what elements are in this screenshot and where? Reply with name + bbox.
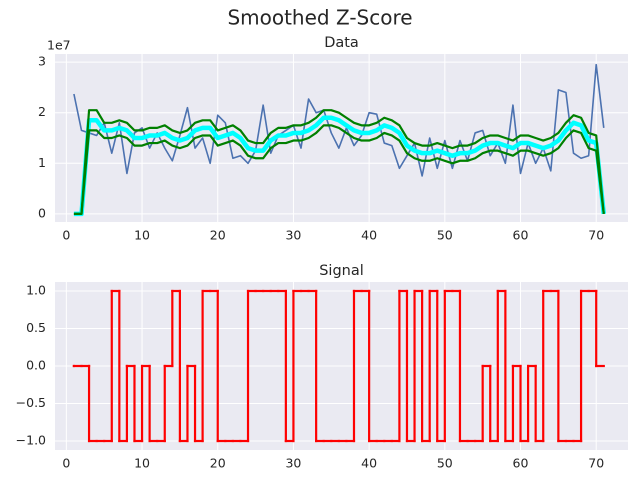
x-tick-label: 40: [361, 228, 377, 243]
x-tick-label: 20: [210, 228, 226, 243]
data-line: [73, 124, 605, 216]
y-tick-label: 0.0: [26, 358, 46, 373]
x-tick-label: 10: [134, 456, 150, 471]
x-tick-label: 50: [437, 228, 453, 243]
x-tick-label: 70: [588, 228, 604, 243]
axes-title: Data: [324, 35, 359, 51]
data-line: [73, 115, 607, 217]
y-tick-label: −0.5: [16, 395, 46, 410]
x-tick-label: 60: [513, 228, 529, 243]
x-tick-label: 20: [210, 456, 226, 471]
axes-title: Signal: [319, 263, 364, 279]
x-tick-label: 50: [437, 456, 453, 471]
y-tick-label: 1.0: [26, 283, 46, 298]
y-tick-label: 1: [38, 155, 46, 170]
x-tick-label: 30: [285, 456, 301, 471]
figure-title: Smoothed Z-Score: [227, 6, 412, 30]
data-line: [73, 109, 605, 216]
offset-label: 1e7: [47, 38, 71, 53]
y-tick-label: 0.5: [26, 320, 46, 335]
x-tick-label: 70: [588, 456, 604, 471]
y-tick-label: 3: [38, 54, 46, 69]
x-tick-label: 60: [513, 456, 529, 471]
x-tick-label: 0: [62, 228, 70, 243]
y-tick-label: 2: [38, 104, 46, 119]
x-tick-label: 10: [134, 228, 150, 243]
x-tick-label: 0: [62, 456, 70, 471]
y-tick-label: 0: [38, 205, 46, 220]
x-tick-label: 40: [361, 456, 377, 471]
x-tick-label: 30: [285, 228, 301, 243]
y-tick-label: −1.0: [16, 433, 46, 448]
data-line: [73, 63, 605, 177]
